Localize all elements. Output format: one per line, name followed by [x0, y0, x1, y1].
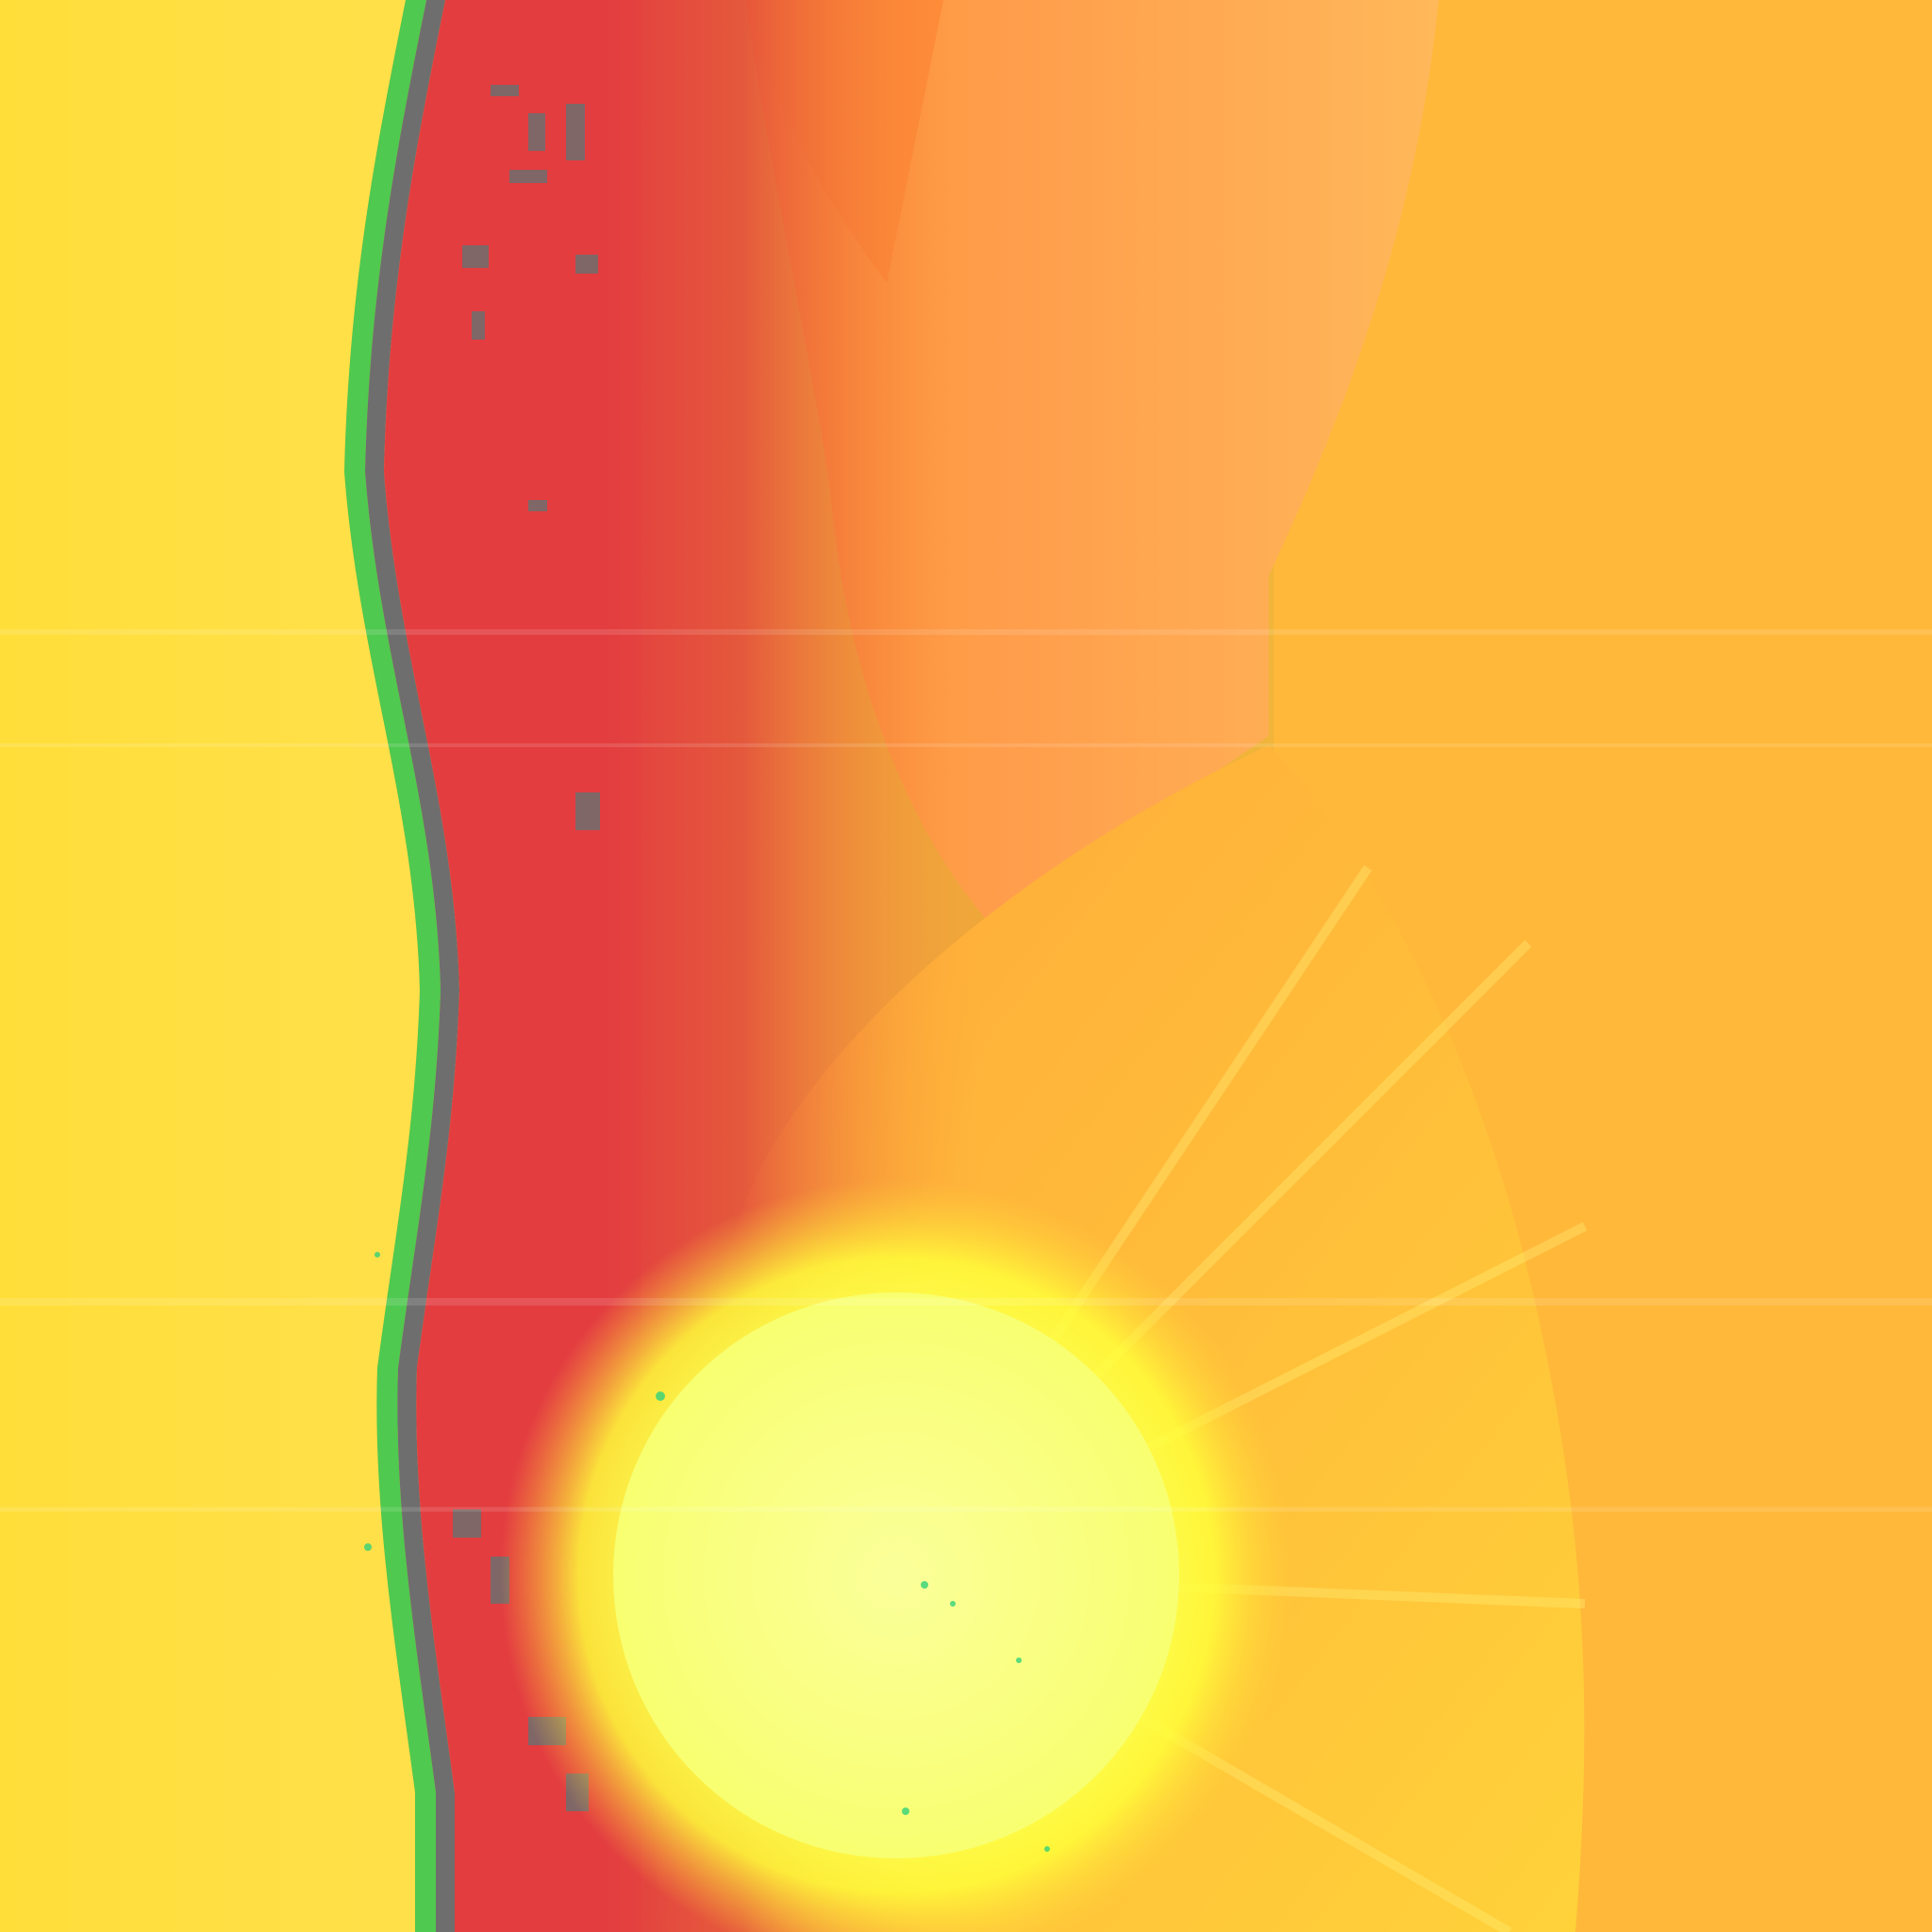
left-yellow-field	[0, 0, 420, 1932]
sun-core	[613, 1292, 1179, 1858]
